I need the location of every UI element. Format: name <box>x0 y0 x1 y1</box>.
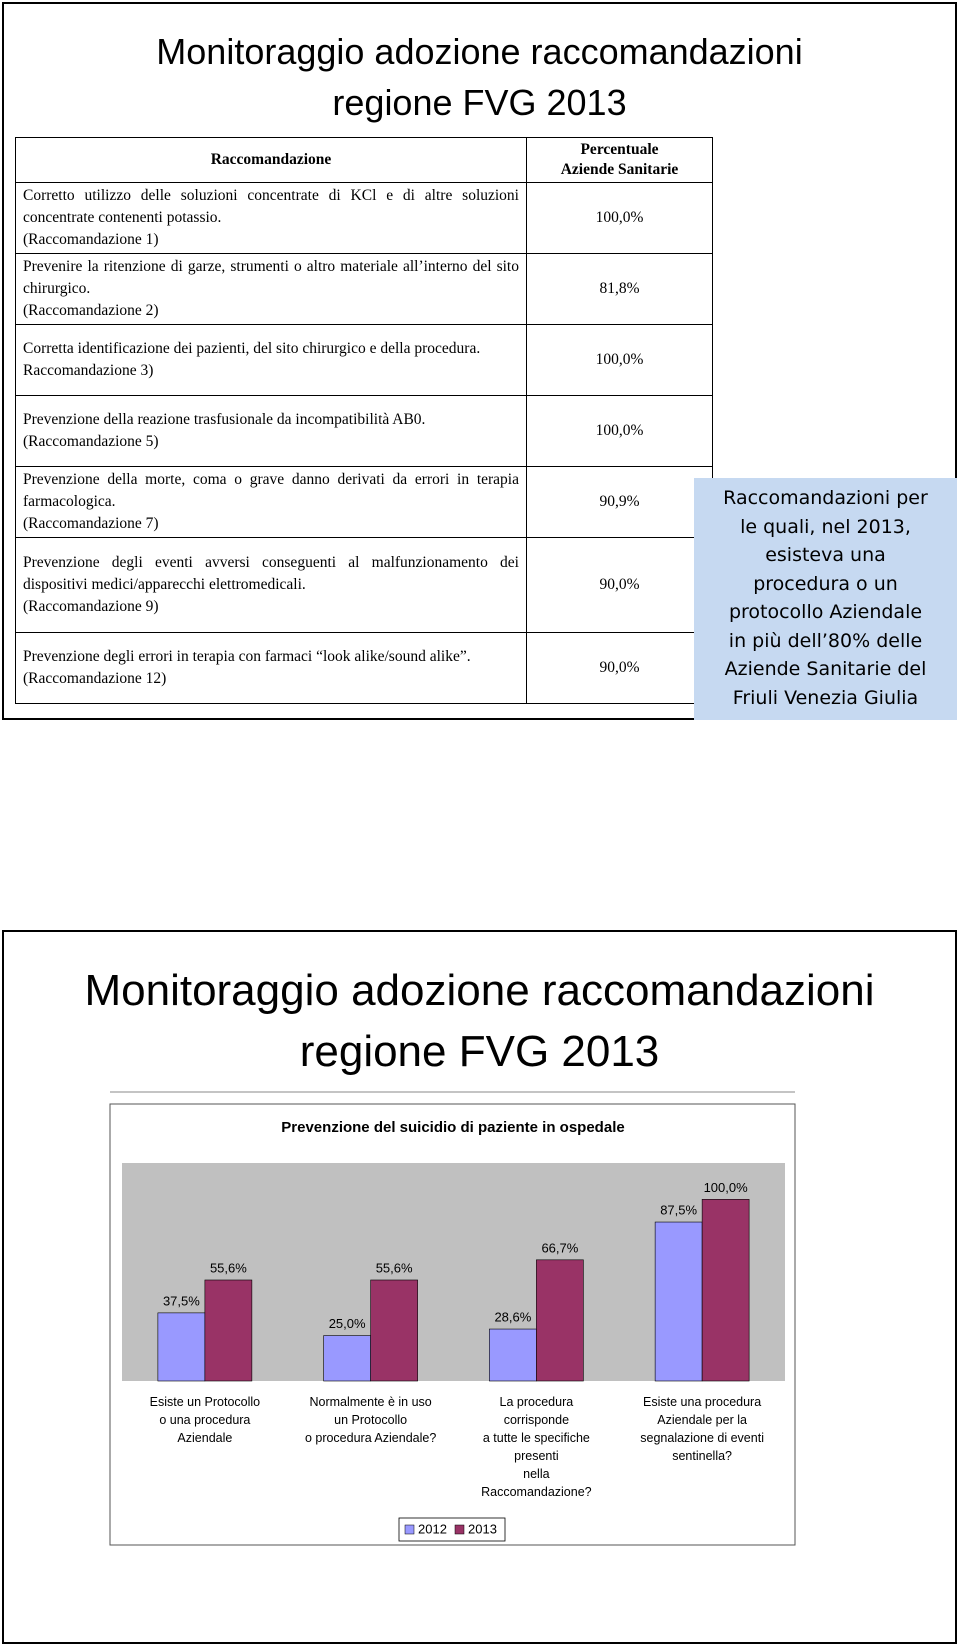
bar <box>489 1328 537 1382</box>
bar <box>536 1259 584 1382</box>
table: Raccomandazione Percentuale Aziende Sani… <box>15 137 713 704</box>
bar <box>701 1199 750 1382</box>
table-cell: Corretto utilizzo delle soluzioni concen… <box>15 182 527 254</box>
table-cell: Prevenzione degli errori in terapia con … <box>15 632 527 704</box>
x-tick-label: Esiste una procedura Aziendale per la se… <box>640 1395 764 1463</box>
slide-title: Monitoraggio adozione raccomandazioni re… <box>156 31 803 123</box>
bar <box>323 1335 371 1382</box>
slide: Monitoraggio adozione raccomandazioni re… <box>2 930 957 1644</box>
note-box: Raccomandazioni per le quali, nel 2013, … <box>694 478 957 720</box>
legend-swatch <box>404 1524 415 1535</box>
table-cell: 100,0% <box>526 324 713 396</box>
table-cell: Prevenzione della reazione trasfusionale… <box>15 395 527 467</box>
bar <box>370 1279 418 1382</box>
legend-label: 2013 <box>468 1521 497 1536</box>
table-cell: Prevenzione della morte, coma o grave da… <box>15 466 527 538</box>
table-row: Corretto utilizzo delle soluzioni concen… <box>15 182 713 254</box>
x-tick-label: Esiste un Protocollo o una procedura Azi… <box>149 1395 261 1445</box>
table-cell: Corretta identificazione dei pazienti, d… <box>15 324 527 396</box>
data-label: 66,7% <box>541 1240 578 1255</box>
legend-box <box>398 1517 506 1542</box>
legend-label: 2012 <box>418 1521 447 1536</box>
table-cell: 90,9% <box>526 466 713 538</box>
legend-swatch <box>454 1524 465 1535</box>
table-cell: Prevenire la ritenzione di garze, strume… <box>15 253 527 325</box>
data-label: 100,0% <box>704 1180 749 1195</box>
table-row: Prevenzione degli eventi avversi consegu… <box>15 537 713 633</box>
table-row: Prevenire la ritenzione di garze, strume… <box>15 253 713 325</box>
table-row: Corretta identificazione dei pazienti, d… <box>15 324 713 396</box>
bar <box>654 1221 703 1382</box>
data-label: 25,0% <box>329 1316 366 1331</box>
table-row: Prevenzione della reazione trasfusionale… <box>15 395 713 467</box>
data-label: 55,6% <box>376 1260 413 1275</box>
data-label: 55,6% <box>210 1260 247 1275</box>
slide-title: Monitoraggio adozione raccomandazioni re… <box>84 966 875 1076</box>
bar <box>204 1279 253 1382</box>
table-cell: Prevenzione degli eventi avversi consegu… <box>15 537 527 633</box>
data-label: 37,5% <box>163 1293 200 1308</box>
table-row: Prevenzione degli errori in terapia con … <box>15 632 713 704</box>
data-label: 28,6% <box>494 1309 531 1324</box>
data-label: 87,5% <box>660 1202 697 1217</box>
bar <box>157 1312 206 1382</box>
header-row: Raccomandazione Percentuale Aziende Sani… <box>15 137 713 183</box>
table-row: Prevenzione della morte, coma o grave da… <box>15 466 713 538</box>
table-cell: 100,0% <box>526 182 713 254</box>
x-tick-label: La procedura corrisponde a tutte le spec… <box>481 1395 592 1499</box>
chart-title: Prevenzione del suicidio di paziente in … <box>281 1119 624 1136</box>
slide: Monitoraggio adozione raccomandazioni re… <box>2 2 957 720</box>
x-tick-label: Normalmente è in uso un Protocollo o pro… <box>304 1395 437 1445</box>
table-cell: 100,0% <box>526 395 713 467</box>
